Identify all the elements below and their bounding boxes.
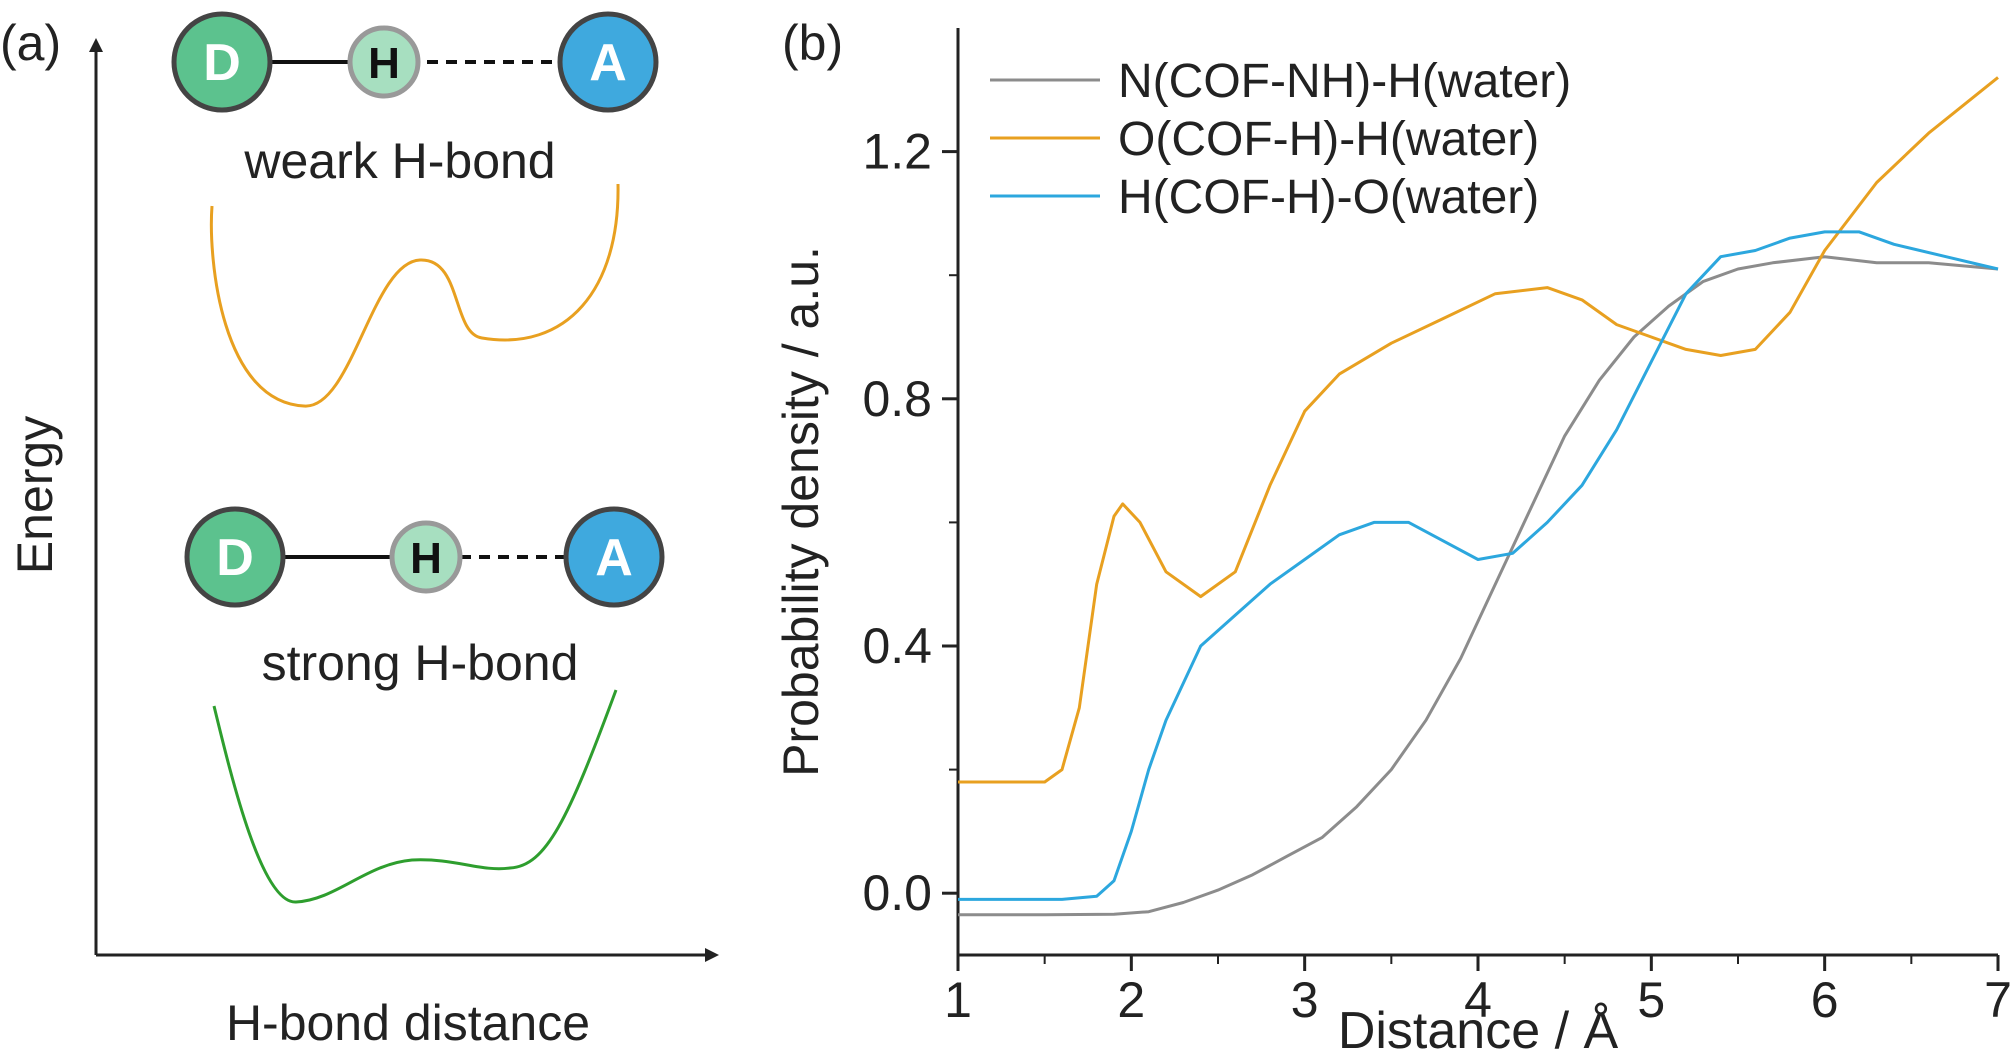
x-tick-label: 4 — [1464, 972, 1492, 1028]
hydrogen-label: H — [410, 534, 442, 583]
donor-atom — [184, 506, 286, 608]
distance-axis-label: H-bond distance — [226, 995, 590, 1051]
line-chart: 1 2 3 4 5 6 7 0.0 0.4 0.8 1.2 Distance / Å Probabili… — [773, 28, 2012, 1059]
weak-hbond-potential-curve — [209, 183, 620, 408]
y-tick-label: 0.8 — [862, 371, 932, 427]
hydrogen-atom — [347, 25, 421, 99]
series-line — [958, 76, 1999, 784]
legend-label: H(COF-H)-O(water) — [1118, 171, 1539, 224]
acceptor-atom — [563, 506, 665, 608]
donor-atom — [171, 11, 273, 113]
y-tick-label: 1.2 — [862, 124, 932, 180]
x-tick-label: 2 — [1117, 972, 1145, 1028]
panel-b-label: (b) — [782, 15, 843, 71]
acceptor-label: A — [589, 34, 627, 92]
strong-hbond-schematic: D H A strong H-bond — [184, 506, 665, 691]
y-tick-label: 0.4 — [862, 618, 932, 674]
acceptor-label: A — [595, 529, 633, 587]
hydrogen-label: H — [368, 39, 400, 88]
panel-a-label: (a) — [0, 15, 61, 71]
weak-hbond-schematic: D H A weark H-bond — [171, 11, 659, 189]
hydrogen-atom — [389, 520, 463, 594]
x-tick-label: 6 — [1811, 972, 1839, 1028]
weak-hbond-caption: weark H-bond — [243, 133, 555, 189]
x-tick-label: 5 — [1637, 972, 1665, 1028]
x-axis-label: Distance / Å — [1338, 1002, 1619, 1059]
donor-label: D — [203, 34, 241, 92]
x-tick-label: 7 — [1984, 972, 2012, 1028]
y-axis-label: Probability density / a.u. — [773, 246, 829, 777]
donor-label: D — [216, 529, 254, 587]
x-tick-label: 1 — [944, 972, 972, 1028]
series-line — [958, 255, 1999, 917]
acceptor-atom — [557, 11, 659, 113]
panel-a: (a) Energy H-bond distance D H A weark H… — [0, 11, 719, 1051]
panel-b: (b) 1 2 3 4 5 6 7 0.0 0.4 0.8 1.2 Distance / Å Proba… — [773, 15, 2012, 1059]
strong-hbond-caption: strong H-bond — [262, 635, 579, 691]
y-tick-label: 0.0 — [862, 865, 932, 921]
legend-label: O(COF-H)-H(water) — [1118, 113, 1539, 166]
series-line — [958, 230, 1999, 901]
strong-hbond-potential-curve — [212, 689, 618, 904]
x-tick-label: 3 — [1291, 972, 1319, 1028]
legend-label: N(COF-NH)-H(water) — [1118, 55, 1571, 108]
energy-axis-label: Energy — [7, 416, 63, 574]
